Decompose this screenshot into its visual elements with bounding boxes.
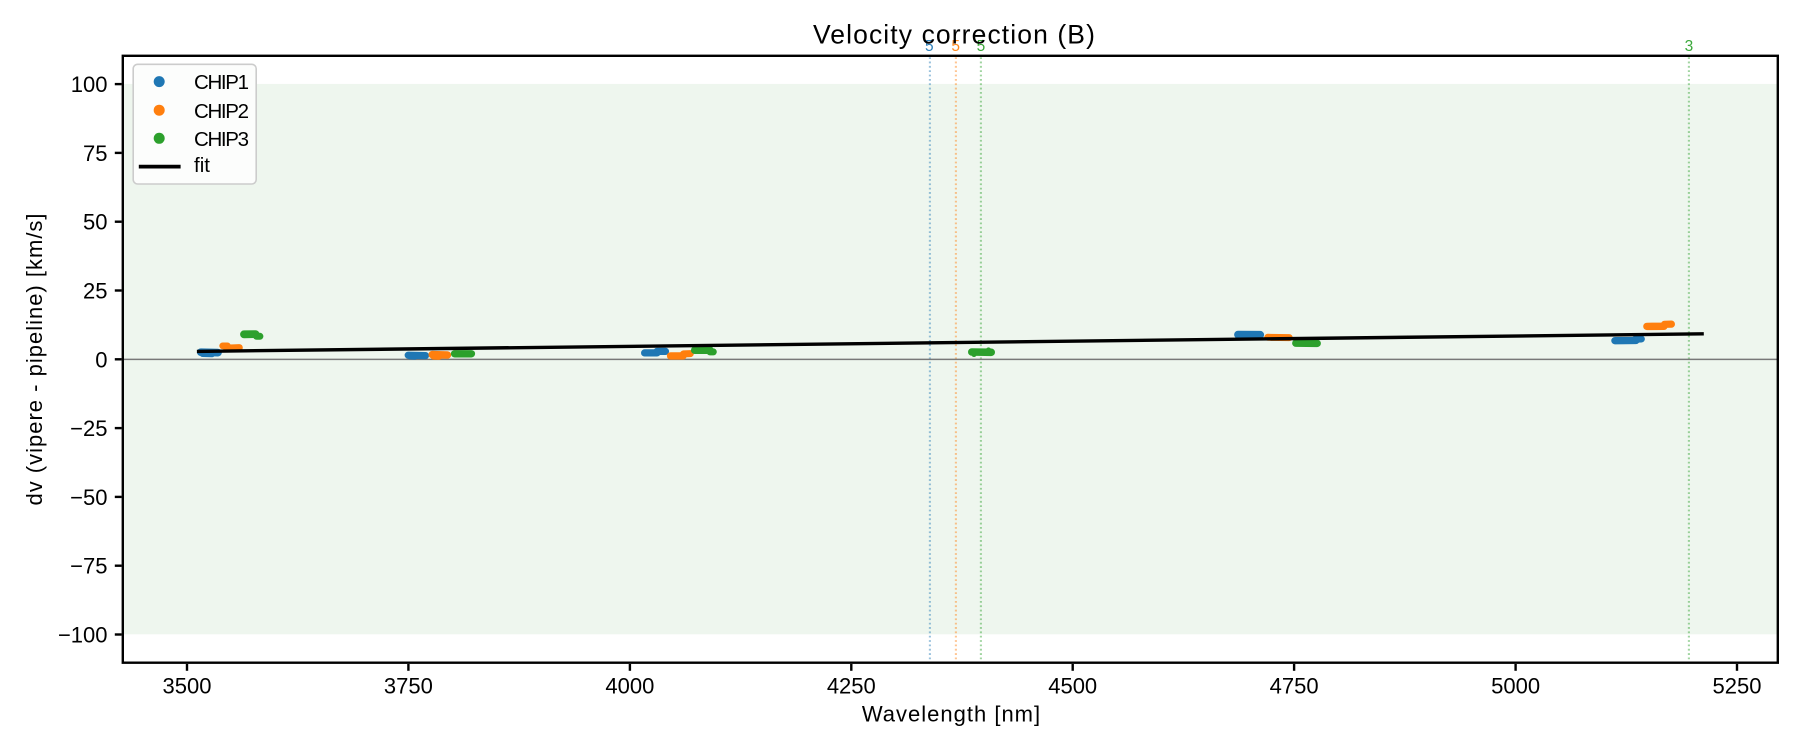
svg-text:4000: 4000 — [605, 674, 654, 699]
svg-text:5: 5 — [925, 38, 934, 55]
svg-text:0: 0 — [95, 347, 107, 372]
svg-text:−75: −75 — [70, 554, 107, 579]
svg-text:4500: 4500 — [1048, 674, 1097, 699]
svg-text:5250: 5250 — [1713, 674, 1762, 699]
svg-text:4750: 4750 — [1270, 674, 1319, 699]
svg-text:5: 5 — [951, 38, 960, 55]
svg-text:−50: −50 — [70, 485, 107, 510]
svg-text:Wavelength [nm]: Wavelength [nm] — [862, 702, 1041, 727]
svg-text:CHIP3: CHIP3 — [194, 128, 249, 151]
svg-text:3500: 3500 — [163, 674, 212, 699]
svg-text:dv (vipere - pipeline) [km/s]: dv (vipere - pipeline) [km/s] — [22, 212, 47, 505]
svg-text:−25: −25 — [70, 416, 107, 441]
svg-text:50: 50 — [83, 210, 107, 235]
svg-text:5: 5 — [977, 38, 986, 55]
svg-text:25: 25 — [83, 279, 107, 304]
svg-text:100: 100 — [71, 72, 108, 97]
svg-text:−100: −100 — [58, 623, 108, 648]
svg-text:4250: 4250 — [827, 674, 876, 699]
svg-text:3: 3 — [1685, 38, 1694, 55]
svg-text:3750: 3750 — [384, 674, 433, 699]
svg-text:75: 75 — [83, 141, 107, 166]
svg-text:CHIP1: CHIP1 — [194, 71, 249, 94]
svg-text:fit: fit — [194, 154, 210, 177]
svg-text:5000: 5000 — [1491, 674, 1540, 699]
svg-text:Velocity correction (B): Velocity correction (B) — [813, 20, 1096, 50]
svg-text:CHIP2: CHIP2 — [194, 100, 249, 123]
